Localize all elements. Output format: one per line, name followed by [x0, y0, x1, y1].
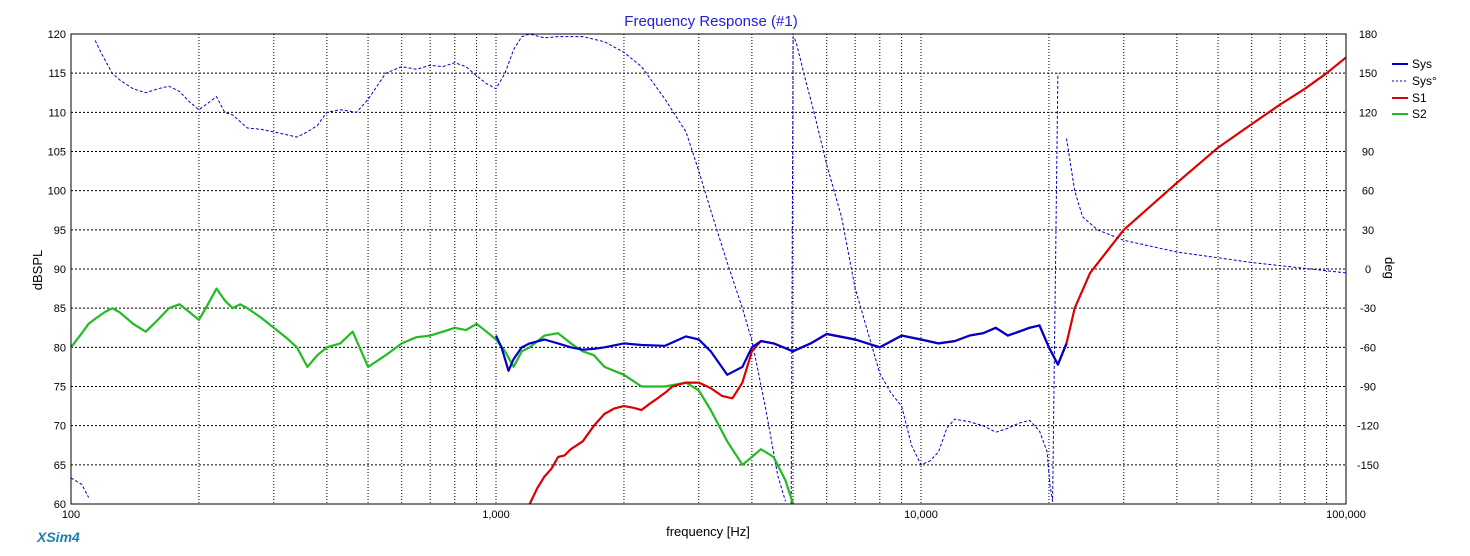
- legend-label-s1: S1: [1412, 91, 1427, 105]
- x-tick-label: 10,000: [904, 509, 938, 521]
- y-tick-label: 80: [54, 342, 66, 354]
- legend-item-s1: S1: [1392, 91, 1427, 105]
- grid: [71, 34, 1346, 504]
- y2-tick-label: 180: [1359, 29, 1377, 41]
- y-tick-label: 70: [54, 421, 66, 433]
- y2-tick-label: -120: [1357, 421, 1379, 433]
- legend-label-sys: Sys: [1412, 57, 1432, 71]
- y-tick-label: 105: [48, 147, 66, 159]
- y-tick-label: 115: [48, 68, 66, 80]
- tick-labels: 120 115 110 105 100 95 90 85 80 75 70 65 60 180 150 120…: [48, 29, 1379, 521]
- series-line-sys-phase: [71, 34, 1346, 504]
- series-line-s1: [528, 56, 1346, 504]
- x-tick-label: 1,000: [482, 509, 510, 521]
- y-tick-label: 110: [48, 107, 66, 119]
- y2-tick-label: -30: [1360, 303, 1376, 315]
- y-tick-label: 90: [54, 264, 66, 276]
- y-tick-label: 120: [48, 29, 66, 41]
- y2-tick-label: 150: [1359, 68, 1377, 80]
- y-tick-label: 95: [54, 225, 66, 237]
- series-line-s2: [71, 287, 795, 504]
- series-layer: [71, 34, 1346, 504]
- x-tick-label: 100,000: [1326, 509, 1366, 521]
- y-tick-label: 100: [48, 186, 66, 198]
- y-tick-label: 85: [54, 303, 66, 315]
- legend-item-s2: S2: [1392, 107, 1427, 121]
- y2-tick-label: 0: [1365, 264, 1371, 276]
- x-axis-label: frequency [Hz]: [666, 524, 750, 539]
- y2-tick-label: -150: [1357, 460, 1379, 472]
- y2-tick-label: -90: [1360, 382, 1376, 394]
- series-line-sys: [495, 324, 1068, 376]
- legend-label-s2: S2: [1412, 107, 1427, 121]
- legend-label-sys-phase: Sys°: [1412, 74, 1437, 88]
- y-axis-label: dBSPL: [30, 250, 45, 290]
- chart-title: Frequency Response (#1): [624, 13, 797, 30]
- y-tick-label: 60: [54, 499, 66, 511]
- y2-tick-label: -60: [1360, 342, 1376, 354]
- y2-tick-label: 120: [1359, 107, 1377, 119]
- y2-tick-label: 90: [1362, 147, 1374, 159]
- y-tick-label: 75: [54, 382, 66, 394]
- legend-item-sys-phase: Sys°: [1392, 74, 1437, 88]
- plot-frame: [70, 33, 1347, 505]
- legend: Sys Sys° S1 S2: [1392, 57, 1437, 121]
- y2-tick-label: 30: [1362, 225, 1374, 237]
- y2-tick-label: 60: [1362, 186, 1374, 198]
- x-tick-label: 100: [62, 509, 80, 521]
- app-brand-logo: XSim4: [36, 529, 80, 545]
- y-tick-label: 65: [54, 460, 66, 472]
- y2-axis-label: deg: [1382, 257, 1397, 279]
- legend-item-sys: Sys: [1392, 57, 1432, 71]
